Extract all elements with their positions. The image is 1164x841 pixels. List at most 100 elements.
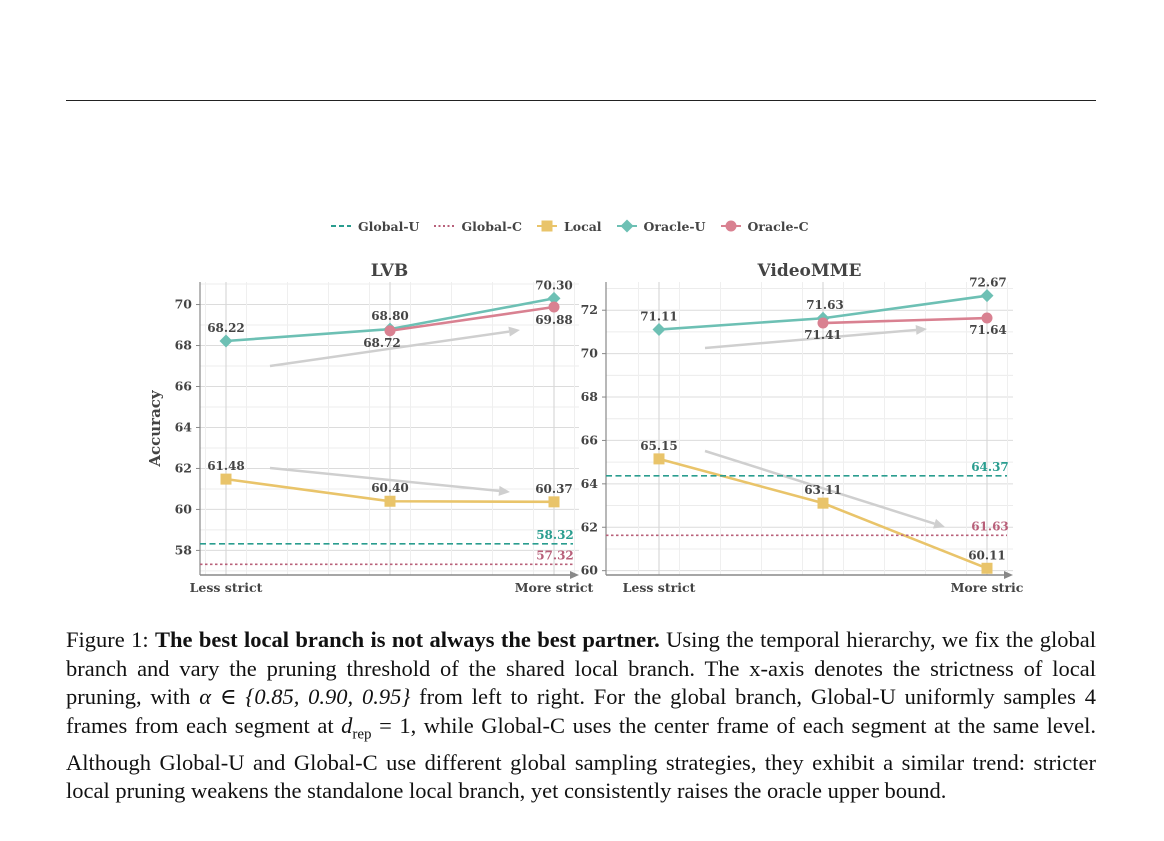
legend-label: Oracle-U bbox=[643, 218, 706, 234]
data-label-oracle-u: 68.22 bbox=[207, 321, 245, 335]
data-label-global-c: 61.63 bbox=[971, 519, 1009, 533]
legend-marker bbox=[541, 220, 553, 232]
caption-alpha: α ∈ {0.85, 0.90, 0.95} bbox=[199, 684, 411, 710]
page-top-rule bbox=[66, 100, 1096, 101]
trend-arrow bbox=[269, 330, 510, 368]
figure-caption: Figure 1: The best local branch is not a… bbox=[66, 626, 1096, 806]
data-label-oracle-u: 71.11 bbox=[640, 310, 678, 324]
legend-item-oracle-u: Oracle-U bbox=[616, 219, 706, 234]
trend-arrow bbox=[704, 328, 917, 350]
y-tick-label: 60 bbox=[581, 563, 599, 578]
trend-arrow-head-icon bbox=[508, 326, 520, 337]
legend-item-global-u: Global-U bbox=[330, 219, 419, 234]
x-axis-arrow-icon bbox=[570, 571, 579, 579]
legend-item-local: Local bbox=[536, 219, 602, 234]
point-oracle-u bbox=[980, 289, 994, 303]
y-tick-label: 70 bbox=[175, 297, 193, 312]
x-tick-label: Less strict bbox=[190, 580, 263, 595]
legend-item-oracle-c: Oracle-C bbox=[720, 219, 809, 234]
point-oracle-u bbox=[219, 334, 233, 348]
data-label-oracle-c: 68.72 bbox=[363, 336, 401, 350]
legend-swatch-oracle-u bbox=[616, 219, 637, 233]
point-local bbox=[384, 495, 396, 507]
legend-marker bbox=[620, 219, 634, 233]
legend-label: Local bbox=[563, 218, 602, 234]
trend-arrow-head-icon bbox=[498, 485, 510, 496]
y-tick-label: 72 bbox=[581, 302, 598, 317]
data-label-oracle-u: 70.30 bbox=[535, 278, 573, 292]
trend-arrow bbox=[704, 449, 935, 525]
caption-bold: The best local branch is not always the … bbox=[155, 627, 660, 652]
caption-prefix: Figure 1: bbox=[66, 627, 155, 652]
point-oracle-c bbox=[548, 301, 560, 313]
y-tick-label: 64 bbox=[175, 419, 193, 434]
point-oracle-c bbox=[981, 312, 993, 324]
data-label-local: 60.11 bbox=[968, 548, 1006, 562]
point-oracle-c bbox=[817, 317, 829, 329]
data-label-oracle-c: 71.41 bbox=[804, 328, 842, 342]
y-tick-label: 58 bbox=[175, 542, 193, 557]
data-label-local: 61.48 bbox=[207, 459, 245, 473]
caption-text-3: , while Global-C uses the center frame o… bbox=[66, 712, 1096, 804]
point-local bbox=[981, 562, 993, 574]
point-oracle-u bbox=[547, 291, 561, 305]
y-tick-label: 68 bbox=[175, 338, 193, 353]
x-tick-label: More stric bbox=[951, 580, 1024, 595]
chart-panel-videomme: 60 62 64 66 68 70 72 Less strict More stric Video… bbox=[581, 261, 1024, 595]
trend-arrow-head-icon bbox=[933, 518, 945, 529]
legend-label: Global-C bbox=[461, 218, 522, 234]
x-tick-label: More strict bbox=[515, 580, 594, 595]
point-local bbox=[653, 453, 665, 465]
data-label-local: 60.40 bbox=[371, 481, 409, 495]
point-local bbox=[548, 496, 560, 508]
caption-text-2: from left to right. For the global branc… bbox=[66, 684, 1096, 738]
point-local bbox=[220, 473, 232, 485]
series-line-oracle-c bbox=[389, 305, 555, 333]
chart-title: VideoMME bbox=[757, 261, 862, 281]
y-tick-label: 60 bbox=[175, 501, 193, 516]
caption-drep-eq: = 1 bbox=[371, 712, 411, 738]
point-local bbox=[817, 497, 829, 509]
data-label-local: 63.11 bbox=[804, 483, 842, 497]
grid bbox=[606, 282, 1013, 575]
caption-drep-sub: rep bbox=[352, 726, 372, 743]
x-tick-label: Less strict bbox=[623, 580, 696, 595]
legend-item-global-c: Global-C bbox=[433, 219, 522, 234]
y-tick-label: 68 bbox=[581, 389, 599, 404]
y-axis-label: Accuracy bbox=[146, 389, 164, 468]
data-label-local: 60.37 bbox=[535, 482, 573, 496]
y-tick-label: 64 bbox=[581, 476, 599, 491]
caption-text-1: Using the temporal hierarchy, we fix the… bbox=[66, 627, 1096, 710]
y-tick-label: 70 bbox=[581, 346, 599, 361]
data-label-global-c: 57.32 bbox=[536, 548, 574, 562]
data-label-oracle-c: 69.88 bbox=[535, 313, 573, 327]
x-axis-arrow-icon bbox=[1004, 571, 1013, 579]
data-label-oracle-u: 68.80 bbox=[371, 309, 409, 323]
y-tick-label: 62 bbox=[175, 460, 192, 475]
y-tick-label: 62 bbox=[581, 519, 598, 534]
data-label-global-u: 64.37 bbox=[971, 460, 1009, 474]
data-label-global-u: 58.32 bbox=[536, 528, 574, 542]
y-tick-label: 66 bbox=[581, 432, 599, 447]
legend-swatch-oracle-c bbox=[720, 220, 741, 232]
trend-arrow-head-icon bbox=[915, 324, 927, 335]
series-line-oracle-c bbox=[822, 316, 988, 325]
data-label-oracle-c: 71.64 bbox=[969, 323, 1007, 337]
caption-drep: d bbox=[341, 712, 353, 738]
legend-swatch-local bbox=[536, 220, 557, 232]
legend-marker bbox=[725, 220, 737, 232]
legend-swatch-global-u bbox=[331, 225, 351, 227]
legend-label: Oracle-C bbox=[747, 218, 809, 234]
point-oracle-c bbox=[384, 325, 396, 337]
data-label-oracle-u: 71.63 bbox=[806, 298, 844, 312]
chart-panel-lvb: 58 60 62 64 66 68 70 Less strict More strict LVB A… bbox=[146, 261, 594, 595]
figure-legend: Global-U Global-C Local Oracle-U Oracle-C bbox=[330, 216, 823, 236]
point-oracle-u bbox=[652, 323, 666, 337]
legend-label: Global-U bbox=[358, 218, 420, 234]
data-label-local: 65.15 bbox=[640, 439, 678, 453]
chart-title: LVB bbox=[371, 261, 409, 281]
data-label-oracle-u: 72.67 bbox=[969, 276, 1007, 290]
y-tick-label: 66 bbox=[175, 378, 193, 393]
figure-charts: 58 60 62 64 66 68 70 Less strict More strict LVB A… bbox=[146, 261, 1024, 595]
legend-swatch-global-c bbox=[434, 225, 455, 227]
